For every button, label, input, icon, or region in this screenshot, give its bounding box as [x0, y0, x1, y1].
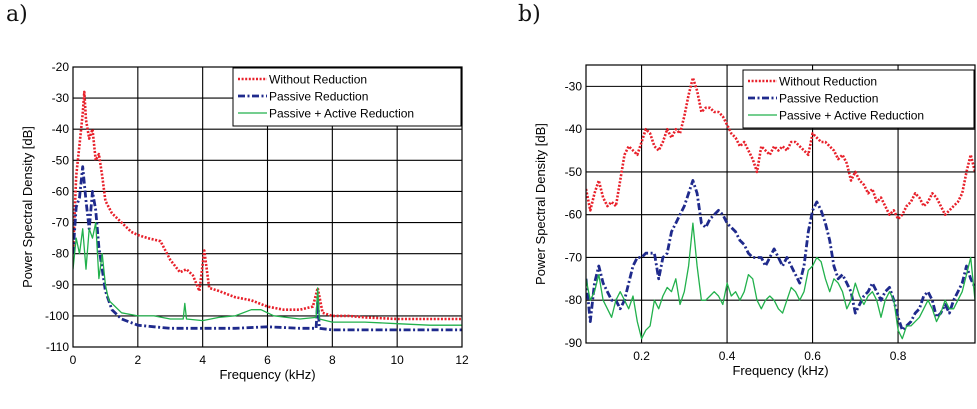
y-tick-label: -50: [52, 153, 70, 167]
series-line-0: [586, 76, 975, 221]
x-tick-label: 6: [264, 353, 271, 367]
legend-label-0: Without Reduction: [779, 75, 877, 89]
series-line-1: [586, 179, 975, 332]
series-line-1: [73, 165, 462, 332]
y-tick-label: -90: [565, 336, 583, 350]
panel-label-b: b): [518, 2, 541, 27]
y-tick-label: -20: [52, 60, 70, 74]
y-tick-label: -60: [565, 208, 583, 222]
y-tick-label: -40: [565, 122, 583, 136]
series-group: [73, 90, 462, 332]
y-tick-label: -80: [565, 293, 583, 307]
legend-box: [232, 67, 462, 127]
y-tick-label: -70: [565, 250, 583, 264]
y-tick-label: -80: [52, 247, 70, 261]
x-axis-label: Frequency (kHz): [732, 363, 828, 378]
panel-label-a: a): [6, 2, 28, 27]
legend-box: [742, 69, 975, 129]
x-axis-label: Frequency (kHz): [219, 367, 315, 382]
x-tick-label: 0.4: [719, 349, 736, 363]
y-tick-label: -50: [565, 165, 583, 179]
y-tick-label: -90: [52, 278, 70, 292]
legend-label-2: Passive + Active Reduction: [779, 109, 924, 123]
legend-label-1: Passive Reduction: [269, 90, 368, 104]
y-tick-label: -70: [52, 216, 70, 230]
legend: Without Reduction Passive Reduction Passiv…: [232, 67, 462, 127]
y-tick-label: -110: [46, 340, 69, 354]
y-tick-label: -30: [52, 91, 70, 105]
x-tick-label: 12: [455, 353, 469, 367]
plot-frame: [585, 64, 976, 344]
legend-label-2: Passive + Active Reduction: [269, 107, 414, 121]
x-tick-label: 2: [134, 353, 141, 367]
series-group: [586, 76, 975, 340]
series-line-2: [586, 222, 975, 340]
series-line-0: [73, 90, 462, 321]
plot-frame: [72, 66, 463, 348]
x-tick-label: 0.6: [804, 349, 821, 363]
legend-label-1: Passive Reduction: [779, 92, 878, 106]
y-tick-label: -100: [45, 309, 69, 323]
series-line-2: [73, 221, 462, 326]
chart-b: 0.2 0.4 0.6 0.8 -90 -80 -70 -60 -50 -40 -30 Frequen…: [533, 64, 976, 378]
x-tick-label: 10: [390, 353, 404, 367]
y-axis-label: Power Spectral Density [dB]: [533, 123, 548, 285]
x-tick-label: 8: [329, 353, 336, 367]
y-tick-label: -60: [52, 184, 70, 198]
x-tick-label: 0.8: [890, 349, 907, 363]
x-tick-label: 0: [70, 353, 77, 367]
y-tick-label: -30: [565, 79, 583, 93]
legend: Without Reduction Passive Reduction Passiv…: [742, 69, 975, 129]
legend-label-0: Without Reduction: [269, 73, 367, 87]
y-axis-label: Power Spectral Density [dB]: [20, 126, 35, 288]
x-tick-label: 4: [199, 353, 206, 367]
x-tick-label: 0.2: [633, 349, 650, 363]
y-tick-label: -40: [52, 122, 70, 136]
chart-a: 0 2 4 6 8 10 12 -110 -100 -90 -80 -70 -60 -50 -40 -30 -2…: [20, 60, 469, 382]
